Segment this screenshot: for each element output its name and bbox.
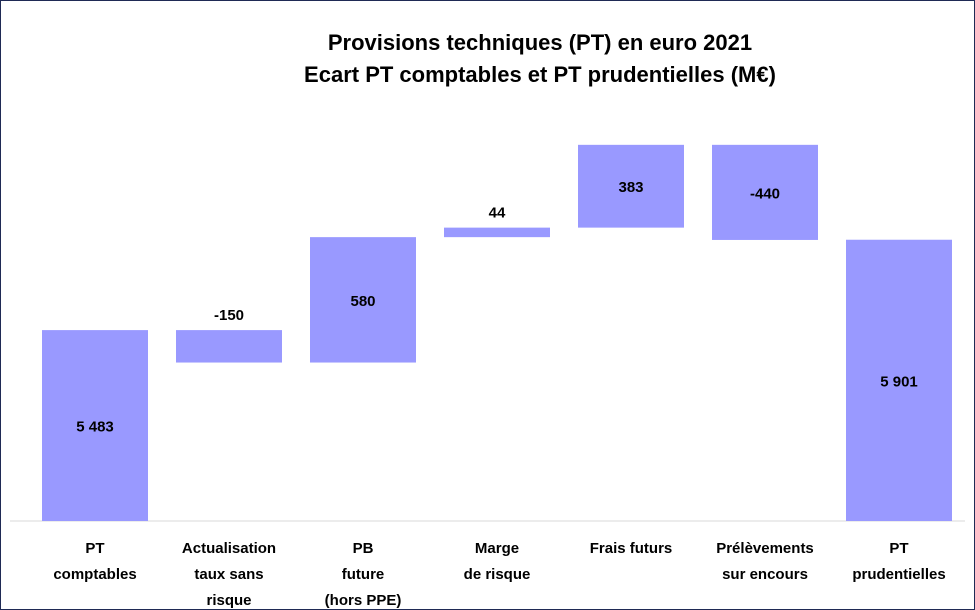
value-label: 44 — [489, 205, 506, 222]
bar — [712, 144, 818, 240]
x-tick-label: PT prudentielles — [852, 540, 945, 583]
bar — [444, 227, 550, 238]
bar — [846, 239, 952, 521]
value-label: 5 901 — [880, 373, 918, 390]
value-label: 5 483 — [76, 419, 114, 436]
chart-title: Provisions techniques (PT) en euro 2021 E… — [304, 30, 776, 87]
x-tick-label: Marge de risque — [464, 540, 531, 583]
x-tick-label: PB future (hors PPE) — [325, 540, 402, 609]
value-label: -150 — [214, 307, 244, 324]
bar — [42, 330, 148, 521]
value-label: -440 — [750, 185, 780, 202]
bar — [310, 237, 416, 363]
x-tick-label: Prélèvements sur encours — [716, 540, 814, 583]
bar — [176, 330, 282, 363]
x-tick-label: Frais futurs — [590, 540, 673, 557]
value-label: 383 — [618, 179, 643, 196]
bar — [578, 144, 684, 228]
x-tick-label: PT comptables — [53, 540, 136, 583]
value-label: 580 — [350, 293, 375, 310]
x-tick-label: Actualisation taux sans risque — [182, 540, 276, 609]
